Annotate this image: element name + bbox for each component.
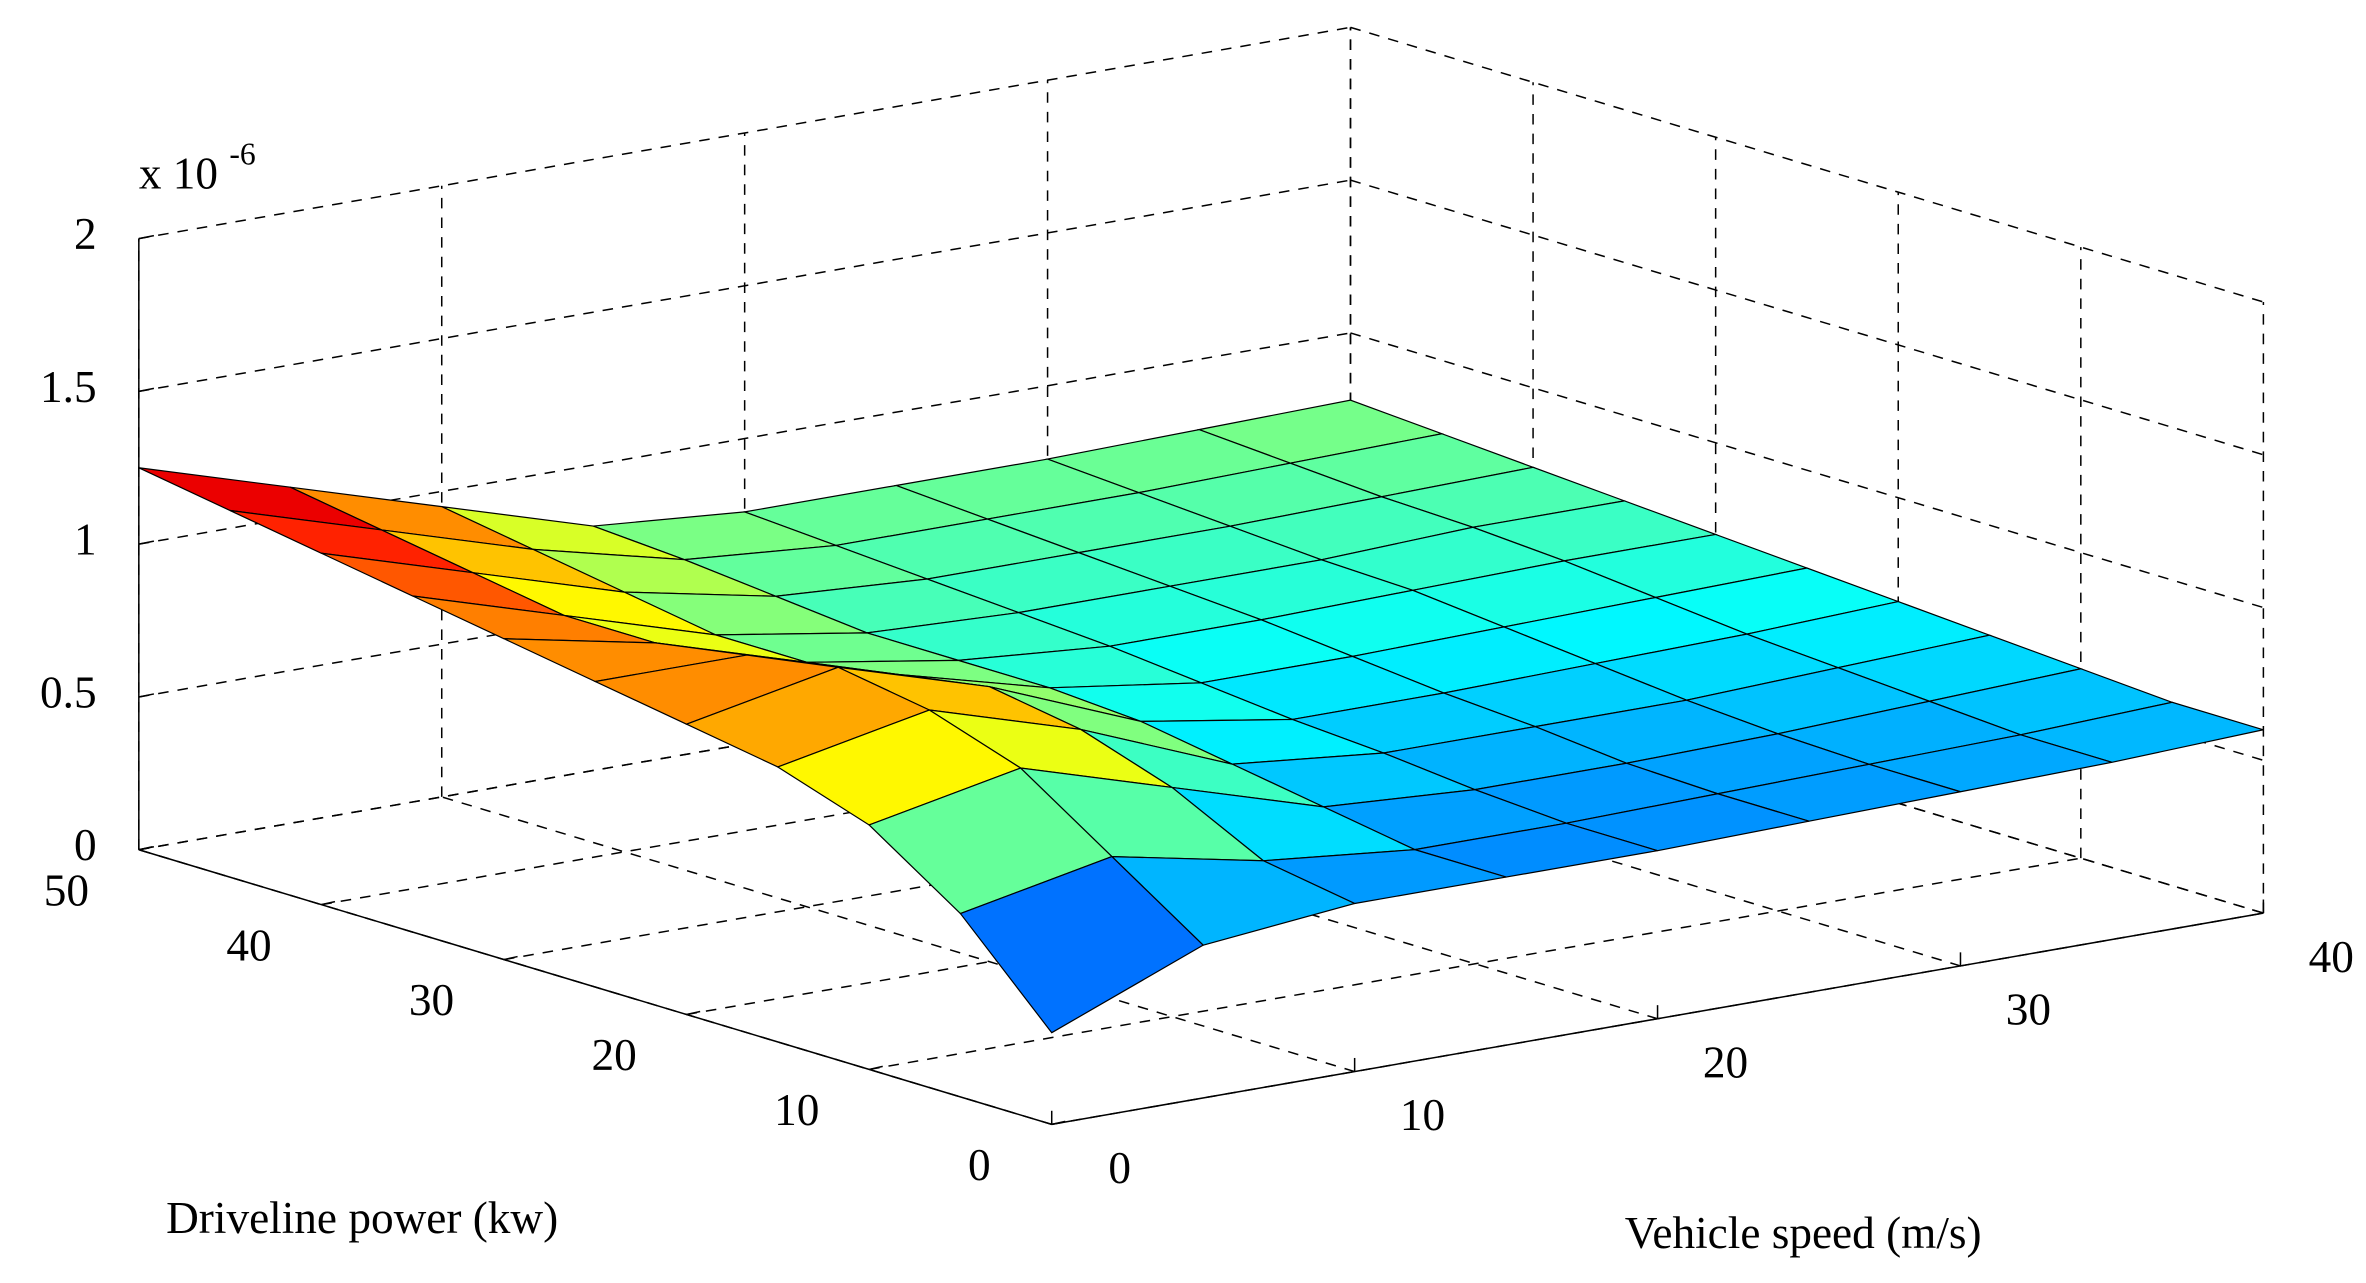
axis-line: [138, 849, 1052, 1126]
z-tick-label: 2: [74, 209, 97, 259]
tick-mark: [138, 845, 153, 851]
x-axis-label: Vehicle speed (m/s): [1625, 1208, 1982, 1258]
tick-mark: [1051, 1120, 1066, 1126]
x-tick-label: 30: [2006, 985, 2051, 1035]
z-tick-label: 0.5: [40, 667, 97, 717]
grid-line: [138, 179, 1351, 393]
tick-mark: [138, 693, 155, 698]
x-tick-label: 20: [1703, 1037, 1748, 1087]
y-tick-label: 50: [44, 865, 89, 915]
grid-line: [1350, 26, 2264, 303]
tick-mark: [138, 234, 155, 240]
grid-line: [138, 26, 1351, 240]
grid-line: [441, 796, 1355, 1073]
tick-mark: [686, 1010, 701, 1016]
z-exponent: -6: [229, 136, 255, 171]
tick-mark: [138, 387, 155, 393]
tick-mark: [868, 1065, 883, 1071]
grid-line: [1350, 179, 2264, 456]
tick-mark: [138, 540, 155, 545]
y-tick-label: 0: [968, 1140, 991, 1190]
grid-line: [869, 857, 2081, 1071]
tick-mark: [321, 900, 336, 906]
y-tick-label: 30: [409, 975, 454, 1025]
x-tick-label: 10: [1400, 1090, 1445, 1140]
x-tick-label: 0: [1108, 1143, 1131, 1193]
y-axis-label: Driveline power (kw): [166, 1193, 558, 1243]
y-tick-label: 40: [226, 920, 271, 970]
x-tick-label: 40: [2309, 932, 2354, 982]
y-tick-label: 10: [774, 1085, 819, 1135]
z-tick-label: 1: [74, 515, 97, 565]
z-tick-label: 1.5: [40, 362, 97, 412]
y-tick-label: 20: [592, 1030, 637, 1080]
grid-line: [1350, 332, 2264, 609]
z-multiplier: x 10: [139, 149, 218, 199]
surface-patch: [959, 855, 1205, 1034]
z-tick-label: 0: [74, 820, 97, 870]
tick-mark: [503, 955, 518, 961]
